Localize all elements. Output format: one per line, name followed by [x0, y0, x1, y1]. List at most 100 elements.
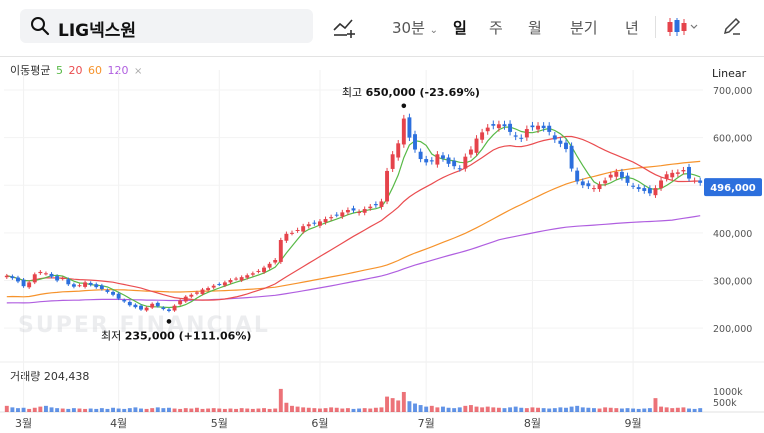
volume-bar	[301, 407, 306, 412]
ma-legend[interactable]: 이동평균 5 20 60 120 ×	[10, 62, 144, 78]
volume-bar	[139, 408, 143, 412]
x-tick-label: 9월	[625, 417, 642, 430]
candle-body	[178, 300, 183, 305]
volume-bar	[49, 407, 54, 412]
y-tick-label: 200,000	[713, 324, 752, 335]
volume-bar	[385, 396, 390, 412]
volume-bar	[262, 408, 266, 412]
candle-body	[278, 240, 283, 262]
candle-body	[234, 278, 239, 280]
candle-body	[368, 206, 373, 209]
tab-day[interactable]: 일	[453, 19, 467, 37]
volume-bar	[133, 407, 138, 412]
y-tick-label: 500,000	[713, 181, 752, 192]
volume-bar	[368, 408, 373, 412]
tab-year[interactable]: 년	[625, 19, 639, 37]
ma120-label: 120	[107, 64, 129, 77]
candle-body	[580, 181, 585, 186]
candle-body	[111, 291, 116, 295]
volume-bars	[4, 388, 703, 412]
candle-body	[262, 267, 266, 273]
volume-bar	[670, 408, 675, 412]
candle-body	[631, 185, 636, 187]
ma5-path	[6, 126, 701, 309]
volume-tick-label: 1000k	[713, 387, 743, 398]
volume-bar	[178, 408, 183, 412]
y-tick-label: 300,000	[713, 276, 752, 287]
x-axis: 3월 4월 5월 6월 7월 8월 9월	[15, 417, 642, 430]
candle-body	[155, 302, 160, 307]
volume-bar	[161, 408, 166, 412]
candle-body	[591, 188, 596, 190]
drawing-tool-icon[interactable]	[332, 16, 358, 38]
candle-body	[49, 273, 54, 277]
candle-body	[267, 263, 272, 268]
candle-body	[513, 135, 518, 137]
volume-bar	[530, 407, 535, 412]
candle-body	[692, 180, 697, 182]
volume-bar	[290, 405, 294, 412]
candle-body	[161, 307, 166, 310]
volume-bar	[66, 408, 71, 412]
candle-body	[66, 279, 71, 285]
volume-bar	[687, 408, 691, 412]
volume-bar	[558, 407, 563, 412]
candle-body	[457, 168, 462, 170]
candle-body	[345, 210, 350, 213]
candle-body	[385, 170, 390, 202]
high-annotation: 최고 650,000 (-23.69%)	[342, 86, 480, 99]
candlestick-type-icon[interactable]	[666, 16, 700, 38]
volume-bar	[273, 408, 278, 412]
candle-body	[491, 124, 496, 126]
candle-body	[681, 170, 686, 172]
volume-bar	[396, 400, 401, 412]
volume-bar	[619, 408, 624, 412]
volume-bar	[329, 407, 334, 412]
candle-body	[547, 125, 552, 132]
pencil-icon[interactable]	[722, 16, 742, 36]
volume-bar	[362, 408, 367, 412]
candle-body	[558, 140, 563, 144]
volume-bar	[379, 407, 384, 412]
candle-body	[664, 174, 669, 179]
candle-body	[357, 211, 362, 214]
volume-bar	[536, 407, 540, 412]
x-tick-label: 8월	[524, 417, 541, 430]
tab-week[interactable]: 주	[489, 19, 503, 37]
volume-bar	[631, 408, 636, 412]
volume-bar	[105, 408, 110, 412]
close-icon[interactable]: ×	[133, 66, 143, 77]
candle-body	[647, 188, 652, 194]
tab-month[interactable]: 월	[528, 19, 542, 37]
candle-body	[150, 303, 155, 308]
ma60-label: 60	[87, 64, 102, 77]
volume-bar	[357, 408, 362, 412]
volume-bar	[16, 408, 20, 412]
volume-bar	[306, 407, 311, 412]
volume-bar	[429, 405, 434, 412]
tab-quarter[interactable]: 분기	[570, 19, 598, 37]
candle-body	[519, 137, 524, 139]
search-query[interactable]: LIG넥스원	[58, 21, 137, 41]
candle-body	[536, 125, 540, 130]
search-box[interactable]: LIG넥스원	[20, 9, 313, 43]
volume-bar	[698, 408, 703, 412]
candle-body	[390, 154, 395, 169]
candle-body	[429, 160, 434, 162]
current-price-tag	[704, 178, 762, 197]
candle-body	[441, 155, 445, 159]
ma5-label: 5	[55, 64, 63, 77]
candle-body	[273, 260, 278, 263]
volume-bar	[351, 408, 356, 412]
candle-body	[575, 170, 580, 182]
candle-body	[10, 276, 15, 279]
scale-mode-button[interactable]: Linear	[712, 67, 747, 80]
volume-bar	[591, 408, 596, 412]
candle-body	[463, 156, 468, 169]
volume-bar	[524, 408, 529, 412]
candle-body	[183, 296, 188, 302]
volume-bar	[491, 407, 496, 412]
interval-dropdown[interactable]: 30분 ⌄	[392, 17, 438, 38]
volume-bar	[10, 407, 15, 412]
low-marker	[166, 319, 172, 324]
